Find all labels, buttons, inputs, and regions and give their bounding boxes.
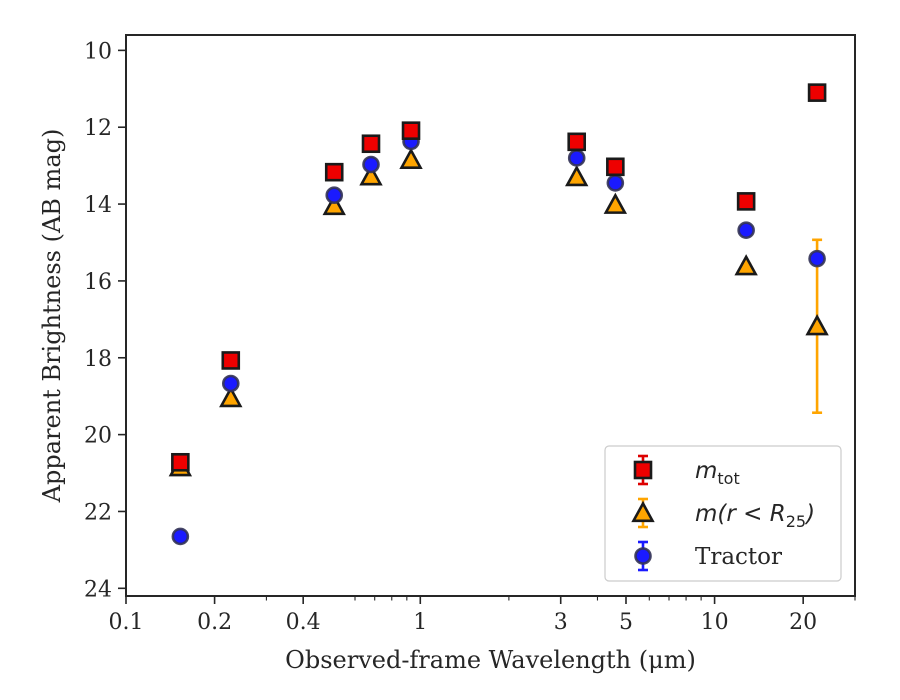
square-point-1 xyxy=(221,351,241,370)
x-tick-label-3: 1 xyxy=(413,610,427,635)
circle-point-8 xyxy=(808,249,826,268)
triangle-point-7 xyxy=(734,254,758,276)
y-tick-label-4: 18 xyxy=(84,347,112,372)
legend-marker-2 xyxy=(634,547,652,565)
y-axis-ticks: 10 12 14 16 18 20 22 24 xyxy=(84,39,126,602)
triangle-point-6 xyxy=(603,192,628,214)
legend-marker-0 xyxy=(633,460,653,480)
legend-marker-1 xyxy=(631,500,655,523)
y-tick-label-0: 10 xyxy=(84,39,112,64)
triangle-point-2 xyxy=(322,193,346,216)
series-triangle xyxy=(168,147,829,477)
y-tick-label-1: 12 xyxy=(84,116,112,141)
axes-frame xyxy=(125,34,856,597)
circle-point-3 xyxy=(362,155,380,174)
circle-point-0 xyxy=(171,527,190,546)
circle-point-1 xyxy=(221,374,240,393)
triangle-point-8 xyxy=(805,314,829,336)
y-tick-label-6: 22 xyxy=(84,500,112,525)
square-point-7 xyxy=(736,192,756,211)
square-point-0 xyxy=(171,452,190,472)
circle-point-5 xyxy=(567,149,586,167)
circle-point-2 xyxy=(325,186,344,205)
triangle-point-5 xyxy=(565,164,589,187)
square-point-6 xyxy=(606,157,625,177)
square-point-2 xyxy=(324,162,344,182)
y-tick-label-5: 20 xyxy=(84,424,112,449)
legend-entry-1: m(r < R25) xyxy=(631,497,815,531)
y-tick-label-7: 24 xyxy=(84,577,112,602)
x-tick-label-4: 3 xyxy=(554,610,568,635)
series-layer xyxy=(168,83,829,546)
legend-entry-0: mtot xyxy=(633,454,740,488)
x-tick-label-7: 20 xyxy=(789,610,817,635)
triangle-point-1 xyxy=(219,385,243,408)
x-tick-label-5: 5 xyxy=(619,610,633,635)
legend-label-0: mtot xyxy=(695,458,740,488)
circle-point-6 xyxy=(606,174,625,192)
square-point-4 xyxy=(401,121,421,140)
y-axis-label: Apparent Brightness (AB mag) xyxy=(38,129,66,504)
x-tick-label-2: 0.4 xyxy=(286,610,321,635)
y-tick-label-3: 16 xyxy=(84,270,112,295)
legend-label-1: m(r < R25) xyxy=(695,501,815,531)
legend-box xyxy=(604,445,842,582)
legend-label-2: Tractor xyxy=(695,544,782,570)
square-point-3 xyxy=(361,134,381,154)
square-point-8 xyxy=(807,83,827,102)
series-square xyxy=(171,83,827,472)
triangle-point-3 xyxy=(359,164,383,186)
circle-point-7 xyxy=(737,221,755,239)
triangle-point-4 xyxy=(399,147,423,169)
legend-entry-2: Tractor xyxy=(634,540,782,572)
y-tick-label-2: 14 xyxy=(84,193,112,218)
legend: mtot m(r < R25) Tractor xyxy=(604,445,842,582)
x-tick-label-0: 0.1 xyxy=(109,610,144,635)
x-axis-label: Observed-frame Wavelength (μm) xyxy=(285,646,696,674)
x-tick-label-6: 10 xyxy=(701,610,729,635)
x-axis-ticks: 0.1 0.2 0.4 1 3 5 10 20 xyxy=(109,596,856,635)
x-tick-label-1: 0.2 xyxy=(197,610,232,635)
square-point-5 xyxy=(567,132,587,152)
